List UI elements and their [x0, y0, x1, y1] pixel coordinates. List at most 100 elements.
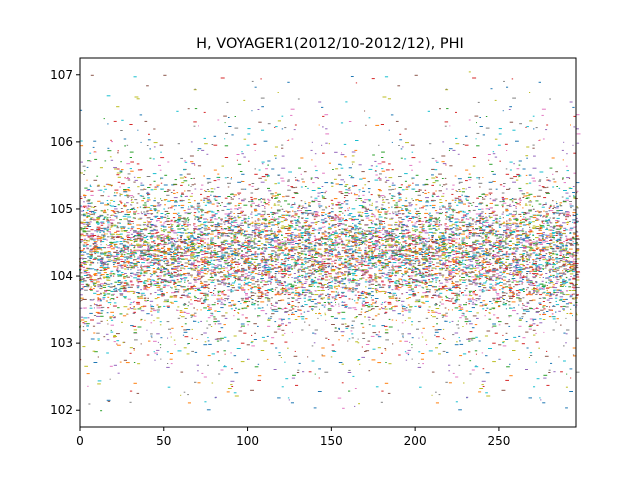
data-point [187, 224, 190, 226]
data-point [177, 266, 180, 268]
data-point [120, 208, 123, 209]
data-point [193, 320, 197, 322]
data-point [169, 223, 172, 225]
data-point [119, 281, 124, 283]
data-point [136, 301, 140, 303]
data-point [123, 191, 128, 193]
data-point [204, 253, 206, 255]
data-point [99, 252, 104, 254]
data-point [315, 271, 318, 273]
data-point [127, 214, 130, 216]
data-point [191, 246, 195, 248]
data-point [117, 204, 120, 206]
data-point [247, 256, 249, 258]
data-point [140, 269, 142, 271]
data-point [126, 261, 130, 263]
data-point [180, 275, 182, 277]
data-point [215, 224, 219, 226]
data-point [84, 270, 88, 271]
data-point [276, 292, 280, 294]
data-point [160, 238, 162, 240]
data-point [304, 222, 307, 223]
data-point [86, 225, 89, 227]
data-point [214, 248, 216, 250]
data-point [224, 122, 226, 124]
data-point [284, 341, 288, 343]
data-point [243, 214, 247, 216]
data-point [303, 220, 307, 222]
data-point [133, 209, 136, 210]
data-point [238, 277, 241, 279]
data-point [179, 310, 183, 312]
data-point [136, 280, 138, 282]
data-point [258, 307, 262, 309]
data-point [159, 251, 162, 253]
data-point [230, 352, 232, 354]
data-point [304, 321, 306, 323]
data-point [280, 241, 284, 243]
data-point [280, 299, 285, 301]
data-point [163, 208, 166, 210]
data-point [300, 186, 303, 188]
data-point [234, 226, 238, 227]
data-point [270, 233, 273, 235]
data-point [287, 397, 290, 399]
data-point [140, 318, 143, 320]
data-point [147, 206, 151, 208]
data-point [308, 285, 311, 287]
data-point [235, 234, 237, 236]
data-point [204, 212, 209, 214]
data-point [254, 188, 259, 190]
data-point [221, 232, 226, 234]
data-point [89, 250, 93, 252]
data-point [164, 210, 169, 212]
data-point [230, 178, 232, 180]
data-point [304, 291, 308, 293]
data-point [254, 265, 258, 267]
data-point [233, 235, 235, 237]
data-point [134, 199, 138, 201]
data-point [160, 358, 162, 360]
data-point [297, 253, 299, 255]
data-point [273, 305, 277, 307]
data-point [244, 188, 247, 190]
data-point [161, 272, 163, 274]
data-point [97, 228, 101, 230]
data-point [124, 268, 127, 270]
data-point [257, 218, 260, 220]
data-point [241, 314, 244, 316]
data-point [224, 300, 226, 302]
data-point [194, 267, 197, 269]
data-point [276, 256, 280, 258]
data-point [120, 202, 123, 204]
data-point [225, 247, 228, 249]
data-point [143, 286, 146, 288]
data-point [247, 233, 249, 235]
data-point [291, 301, 294, 302]
data-point [258, 230, 262, 232]
data-point [293, 192, 298, 194]
data-point [201, 233, 206, 235]
data-point [216, 351, 219, 353]
data-point [157, 247, 160, 249]
data-point [204, 238, 207, 240]
data-point [166, 321, 170, 323]
data-point [210, 260, 212, 262]
data-point [277, 397, 281, 399]
data-point [179, 269, 182, 271]
data-point [186, 237, 190, 238]
data-point [290, 225, 293, 227]
data-point [86, 272, 90, 274]
data-point [233, 213, 235, 214]
data-point [271, 275, 273, 277]
data-point [236, 270, 241, 272]
data-point [240, 257, 243, 259]
data-point [224, 248, 227, 250]
data-point [203, 233, 206, 235]
data-point [295, 186, 298, 188]
data-point [157, 311, 160, 313]
data-point [304, 244, 307, 246]
data-point [150, 307, 152, 309]
data-point [164, 242, 167, 244]
data-point [154, 254, 159, 256]
